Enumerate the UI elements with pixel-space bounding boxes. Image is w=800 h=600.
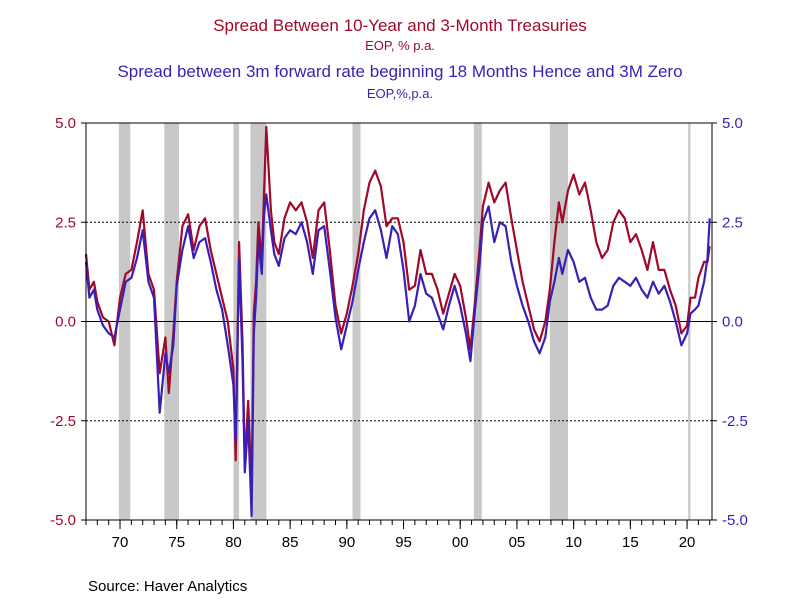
series-1-line — [84, 125, 711, 494]
y-tick-label-right: 0.0 — [722, 314, 743, 331]
x-tick-label: 75 — [168, 534, 185, 551]
source-note: Source: Haver Analytics — [88, 578, 248, 595]
series-lines — [84, 125, 711, 518]
series2-subtitle: EOP,%,p.a. — [366, 86, 434, 101]
x-tick-label: 10 — [565, 534, 582, 551]
series-2-line — [84, 193, 711, 518]
x-tick-label: 85 — [282, 534, 299, 551]
y-tick-label-right: -2.5 — [722, 413, 748, 430]
x-tick-label: 80 — [225, 534, 242, 551]
series1-subtitle: EOP, % p.a. — [365, 38, 435, 53]
y-tick-label-left: -5.0 — [50, 512, 76, 529]
y-tick-label-left: 5.0 — [55, 115, 76, 132]
axes: 5.0 5.0 2.5 2.5 0.0 0.0 -2.5 -2.5 -5.0 -5.0 70 75 80… — [50, 115, 748, 551]
y-tick-label-right: 2.5 — [722, 214, 743, 231]
x-tick-label: 95 — [395, 534, 412, 551]
y-tick-label-left: -2.5 — [50, 413, 76, 430]
x-tick-label: 00 — [452, 534, 469, 551]
y-tick-label-left: 2.5 — [55, 214, 76, 231]
x-tick-label: 15 — [622, 534, 639, 551]
series2-title: Spread between 3m forward rate beginning… — [117, 62, 683, 81]
x-tick-label: 90 — [338, 534, 355, 551]
x-tick-label: 70 — [112, 534, 129, 551]
y-tick-label-left: 0.0 — [55, 314, 76, 331]
series1-title: Spread Between 10-Year and 3-Month Treas… — [213, 16, 587, 35]
y-tick-label-right: 5.0 — [722, 115, 743, 132]
x-tick-label: 20 — [679, 534, 696, 551]
y-tick-label-right: -5.0 — [722, 512, 748, 529]
x-tick-label: 05 — [509, 534, 526, 551]
